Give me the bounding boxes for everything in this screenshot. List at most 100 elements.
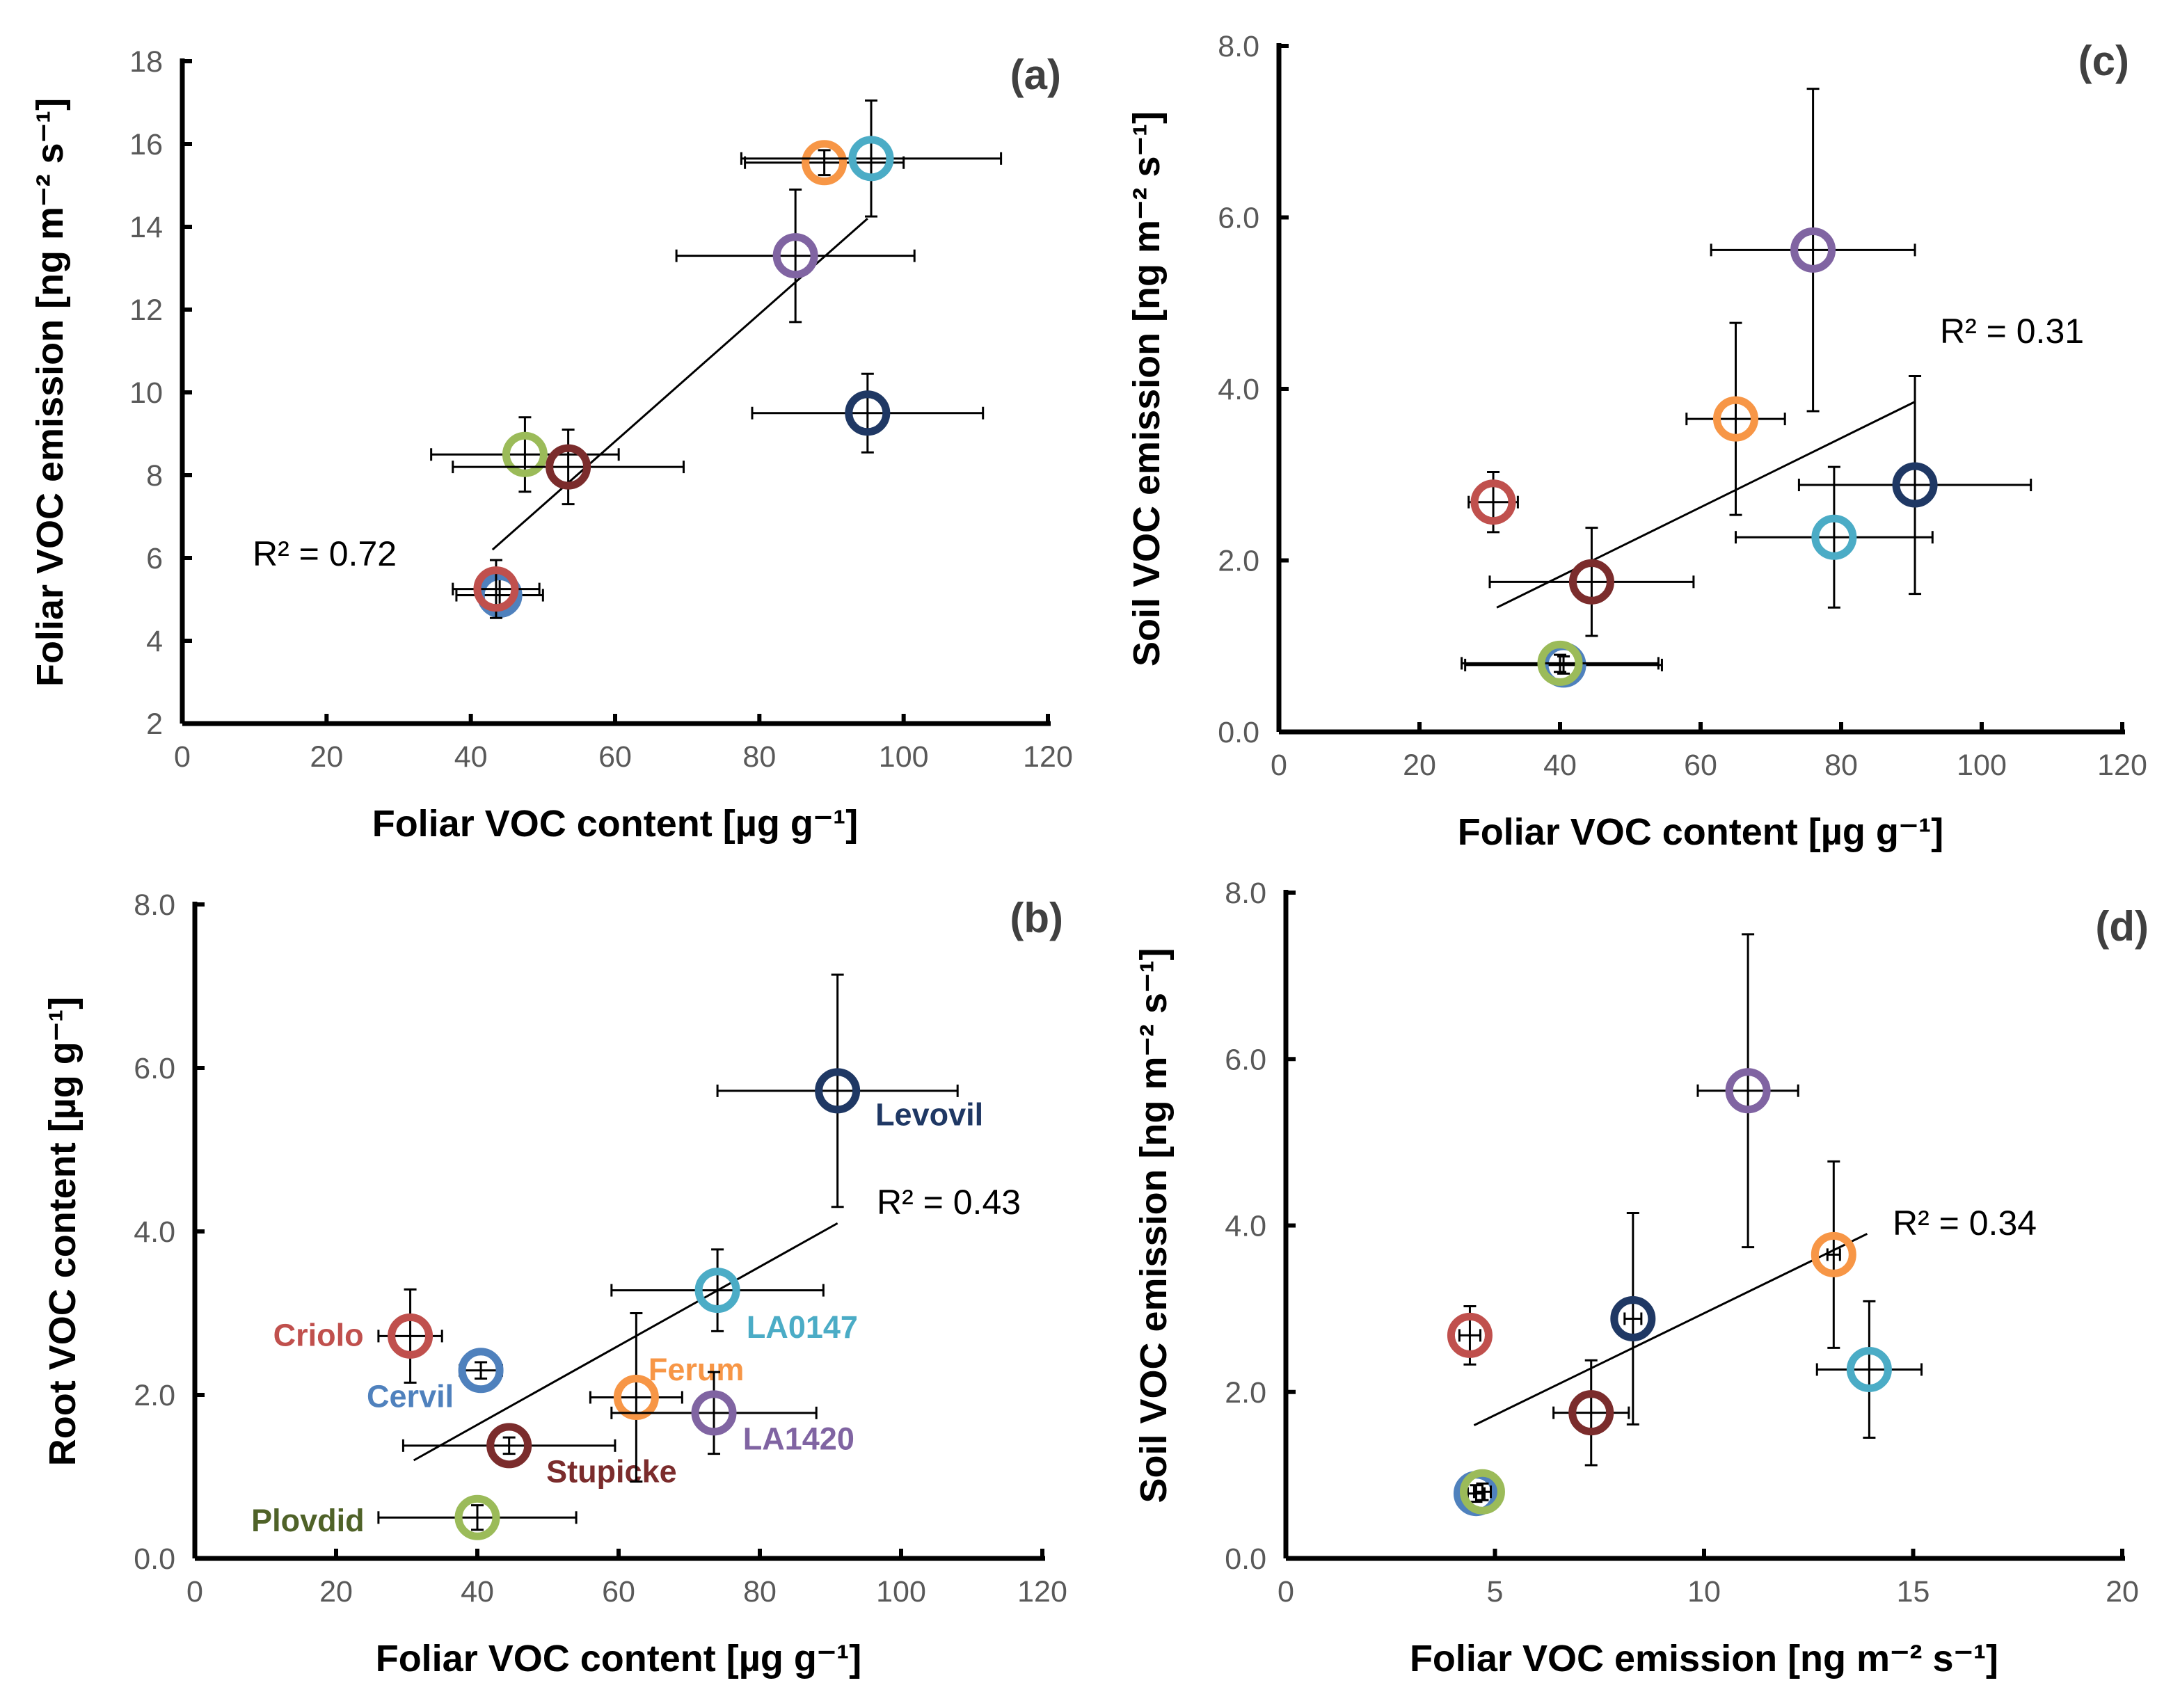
marker-levovil [1892,462,1938,508]
marker-la0147 [694,1268,740,1314]
point-criolo [1467,471,1519,534]
panel-c: 0 20 40 60 80 100 120 0.0 2.0 4.0 6.0 8.0 Foliar VOC… [1126,30,2147,853]
x-tick-label: 20 [310,740,343,774]
x-tick-label: 60 [1684,749,1717,782]
y-tick-label: 0.0 [1225,1542,1266,1576]
point-stupicke [1488,527,1695,637]
y-tick-label: 2.0 [1225,1376,1266,1410]
marker-ferum [1713,396,1758,442]
x-tick-label: 80 [743,1575,777,1609]
y-tick-label: 14 [129,211,163,244]
y-tick-label: 2.0 [1218,545,1259,578]
point-la0147 [1815,1300,1923,1439]
point-la1420: LA1420 [610,1371,854,1457]
panel-b: 0 20 40 60 80 100 120 0.0 2.0 4.0 6.0 8.0 Foliar VOC… [42,888,1067,1679]
x-tick-label: 60 [602,1575,635,1609]
r-squared-label: R² = 0.72 [253,534,397,573]
marker-cervil [458,1348,504,1394]
y-tick-label: 4.0 [1218,373,1259,406]
y-axis-label: Root VOC content [µg g⁻¹] [42,997,83,1467]
y-tick-label: 0.0 [1218,716,1259,749]
cultivar-label-plovdid: Plovdid [251,1503,365,1538]
x-tick-label: 20 [1403,749,1436,782]
marker-stupicke [1568,559,1614,605]
y-axis-label: Foliar VOC emission [ng m⁻² s⁻¹] [29,98,71,687]
cultivar-label-la0147: LA0147 [747,1309,858,1345]
trend-line [1496,401,1916,609]
y-tick-label: 0.0 [134,1542,175,1576]
point-levovil [1610,1212,1656,1426]
panel-label: (b) [1010,895,1063,941]
panel-label: (d) [2095,903,2149,950]
point-cervil: Cervil [367,1348,504,1414]
y-axis-label: Soil VOC emission [ng m⁻² s⁻¹] [1126,111,1168,667]
cultivar-label-ferum: Ferum [649,1352,745,1387]
marker-plovdid [454,1494,500,1540]
x-tick-label: 0 [1278,1575,1294,1609]
point-stupicke [452,429,685,506]
marker-levovil [845,390,891,436]
cultivar-label-criolo: Criolo [273,1318,364,1353]
point-levovil [751,372,985,454]
y-tick-label: 8 [146,459,163,493]
x-tick-label: 40 [1543,749,1577,782]
y-tick-label: 2 [146,708,163,741]
marker-levovil [1610,1295,1656,1341]
marker-ferum [613,1375,659,1421]
x-tick-label: 60 [598,740,632,774]
point-la1420 [675,188,916,324]
point-levovil [1797,375,2032,596]
point-la1420 [1710,88,1916,413]
cultivar-label-la1420: LA1420 [743,1421,854,1457]
point-plovdid [1461,640,1660,686]
y-tick-label: 6.0 [1225,1043,1266,1076]
r-squared-label: R² = 0.31 [1940,312,2084,351]
y-tick-label: 6.0 [1218,202,1259,235]
marker-criolo [1447,1312,1493,1358]
y-tick-label: 18 [129,45,163,79]
x-axis-label: Foliar VOC content [µg g⁻¹] [376,1638,862,1679]
x-tick-label: 20 [319,1575,353,1609]
x-tick-label: 10 [1687,1575,1721,1609]
marker-la0147 [1811,514,1857,560]
y-tick-label: 4.0 [1225,1210,1266,1243]
x-tick-label: 0 [174,740,191,774]
x-tick-label: 5 [1487,1575,1504,1609]
panel-label: (c) [2078,38,2129,84]
point-plovdid [430,416,620,493]
marker-la1420 [1725,1068,1771,1114]
marker-plovdid [1537,640,1583,686]
x-tick-label: 0 [186,1575,203,1609]
x-tick-label: 40 [454,740,488,774]
x-tick-label: 120 [1023,740,1073,774]
cultivar-label-cervil: Cervil [367,1379,454,1414]
y-tick-label: 8.0 [1225,877,1266,910]
point-la1420 [1696,933,1799,1249]
x-tick-label: 100 [876,1575,926,1609]
panel-label: (a) [1010,51,1061,98]
marker-la1420 [691,1390,737,1436]
y-axis-label: Soil VOC emission [ng m⁻² s⁻¹] [1133,948,1175,1503]
trend-line [413,1222,838,1462]
x-tick-label: 100 [1957,749,2007,782]
point-la0147 [1735,465,1934,609]
point-ferum: Ferum [589,1312,745,1483]
point-criolo [452,559,541,619]
y-tick-label: 8.0 [134,888,175,922]
panel-d: 0 5 10 15 20 0.0 2.0 4.0 6.0 8.0 Foliar VOC emissi… [1133,877,2149,1679]
point-plovdid: Plovdid [251,1494,578,1540]
point-ferum [744,140,905,186]
point-stupicke [1552,1359,1630,1467]
marker-ferum [1811,1231,1856,1277]
marker-criolo [473,566,519,612]
y-tick-label: 12 [129,294,163,327]
r-squared-label: R² = 0.43 [877,1183,1021,1222]
marker-stupicke [1568,1390,1614,1436]
x-tick-label: 100 [879,740,929,774]
marker-la1420 [772,233,818,279]
marker-criolo [388,1313,433,1359]
point-la0147: LA0147 [610,1248,858,1345]
x-tick-label: 80 [742,740,776,774]
y-tick-label: 10 [129,376,163,410]
